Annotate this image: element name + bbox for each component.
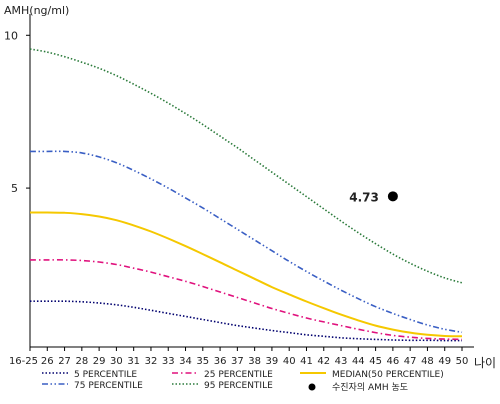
legend-label: 95 PERCENTILE: [204, 381, 273, 391]
series-line-median-50-percentile-: [29, 211, 463, 338]
x-tick-label: 42: [317, 356, 330, 367]
legend-label: 5 PERCENTILE: [74, 370, 137, 380]
x-tick-label: 41: [300, 356, 313, 367]
legend-point-marker: [308, 383, 316, 391]
x-tick-label: 45: [369, 356, 382, 367]
legend-label: 25 PERCENTILE: [204, 370, 273, 380]
x-tick-label: 40: [283, 356, 296, 367]
x-tick-label: 49: [438, 356, 451, 367]
series-line-75-percentile: [30, 150, 463, 334]
x-tick-label: 34: [179, 356, 192, 367]
x-tick-label: 38: [248, 356, 261, 367]
x-tick-label: 33: [162, 356, 175, 367]
y-tick-label: 5: [11, 182, 18, 195]
x-tick-label: 16-25: [9, 356, 38, 367]
x-axis-label: 나이: [474, 356, 496, 370]
x-tick-label: 30: [110, 356, 123, 367]
series-line-95-percentile: [29, 48, 463, 284]
y-axis-label: AMH(ng/ml): [4, 4, 69, 17]
x-tick-label: 50: [456, 356, 469, 367]
x-tick-label: 44: [352, 356, 365, 367]
x-tick-label: 28: [75, 356, 88, 367]
x-tick-label: 35: [196, 356, 209, 367]
x-tick-label: 36: [214, 356, 227, 367]
x-tick-label: 31: [127, 356, 140, 367]
x-tick-label: 27: [58, 356, 71, 367]
x-tick-label: 29: [93, 356, 106, 367]
series-line-25-percentile: [30, 259, 463, 341]
patient-amh-label: 4.73: [349, 190, 379, 204]
y-tick-label: 10: [4, 29, 18, 42]
x-tick-label: 46: [387, 356, 400, 367]
legend-label: MEDIAN(50 PERCENTILE): [332, 370, 444, 380]
legend-label: 수진자의 AMH 농도: [332, 382, 408, 393]
legend-label: 75 PERCENTILE: [74, 381, 143, 391]
x-tick-label: 39: [266, 356, 279, 367]
patient-amh-point: [387, 191, 398, 202]
x-tick-label: 32: [145, 356, 158, 367]
series-line-5-percentile: [29, 300, 462, 342]
x-tick-label: 47: [404, 356, 417, 367]
x-tick-label: 48: [421, 356, 434, 367]
x-tick-label: 43: [335, 356, 348, 367]
x-tick-label: 37: [231, 356, 244, 367]
x-tick-label: 26: [41, 356, 54, 367]
